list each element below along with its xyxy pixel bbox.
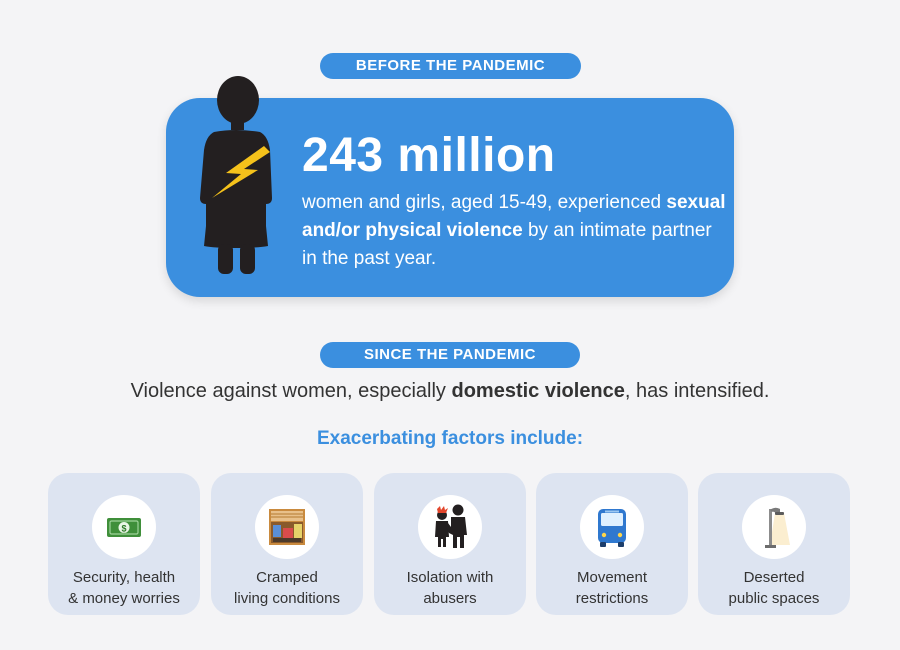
since-pandemic-badge: SINCE THE PANDEMIC — [320, 342, 580, 368]
svg-text:$: $ — [121, 524, 126, 534]
factor-label: Isolation with abusers — [374, 567, 526, 609]
factor-label-line: Cramped — [256, 569, 318, 586]
statistic-description-text: women and girls, aged 15-49, experienced — [302, 192, 662, 213]
factor-label: Security, health & money worries — [48, 567, 200, 609]
factor-label-line: Deserted — [743, 569, 805, 586]
bus-icon — [580, 495, 644, 559]
money-icon: $ — [92, 495, 156, 559]
factor-label-line: restrictions — [575, 590, 649, 607]
factor-label: Deserted public spaces — [698, 567, 850, 609]
cramped-room-icon — [255, 495, 319, 559]
factor-card-cramped-living: Cramped living conditions — [211, 473, 363, 615]
factor-label-line: abusers — [423, 590, 477, 607]
since-pandemic-statement: Violence against women, especially domes… — [0, 380, 900, 403]
factor-label-line: Isolation with — [406, 569, 494, 586]
factor-card-isolation-with-abusers: Isolation with abusers — [374, 473, 526, 615]
factor-label-line: Security, health — [72, 569, 176, 586]
factor-card-movement-restrictions: Movement restrictions — [536, 473, 688, 615]
abuser-figures-icon — [418, 495, 482, 559]
factor-label: Cramped living conditions — [211, 567, 363, 609]
factor-label: Movement restrictions — [536, 567, 688, 609]
factor-label-line: Movement — [576, 569, 648, 586]
factor-label-line: living conditions — [234, 590, 340, 607]
since-statement-text: Violence against women, especially — [130, 380, 452, 402]
factor-card-money-worries: $ Security, health & money worries — [48, 473, 200, 615]
statistic-card: 243 million women and girls, aged 15-49,… — [166, 76, 734, 297]
statistic-description-emphasis: sexual and/or physical violence — [302, 192, 726, 241]
statistic-number: 243 million — [302, 129, 556, 182]
since-statement-end: , has intensified. — [624, 380, 770, 402]
factor-card-deserted-public-spaces: Deserted public spaces — [698, 473, 850, 615]
statistic-description: women and girls, aged 15-49, experienced… — [302, 189, 727, 273]
before-pandemic-badge: BEFORE THE PANDEMIC — [320, 53, 581, 79]
factor-label-line: public spaces — [728, 590, 820, 607]
since-statement-emphasis: domestic violence — [451, 380, 625, 402]
woman-silhouette-icon — [200, 76, 272, 274]
factor-label-line: & money worries — [68, 590, 180, 607]
street-lamp-icon — [742, 495, 806, 559]
statistic-description-end: by an intimate partner in the past year. — [302, 220, 712, 269]
factors-heading: Exacerbating factors include: — [316, 428, 584, 449]
